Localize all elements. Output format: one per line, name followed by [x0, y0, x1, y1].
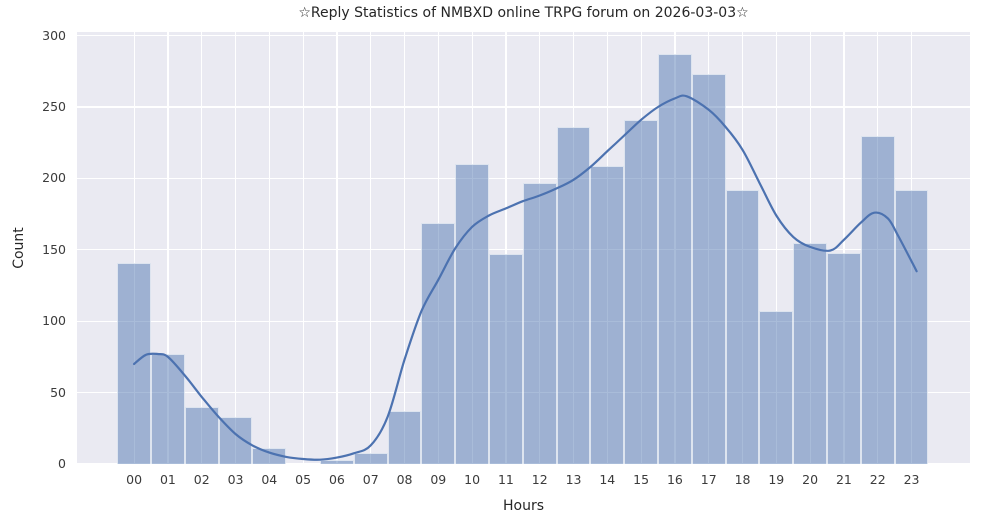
y-tick-label: 150: [42, 241, 66, 257]
histogram-bar: [522, 182, 557, 464]
chart-title: ☆Reply Statistics of NMBXD online TRPG f…: [298, 5, 749, 21]
x-tick-label: 08: [396, 472, 413, 487]
histogram-bar: [725, 189, 760, 464]
x-tick-label: 07: [362, 472, 379, 487]
x-tick-label: 21: [835, 472, 852, 487]
x-tick-label: 19: [768, 472, 785, 487]
histogram-bar: [658, 54, 692, 464]
vertical-gridline: [336, 32, 338, 464]
vertical-gridline: [234, 32, 237, 464]
x-tick-label: 17: [700, 472, 717, 487]
x-tick-label: 02: [193, 472, 210, 487]
histogram-bar: [590, 165, 625, 464]
x-tick-label: 10: [464, 472, 481, 487]
x-tick-label: 20: [802, 472, 819, 487]
histogram-bar: [691, 74, 726, 464]
vertical-gridline: [302, 32, 304, 464]
histogram-bar: [894, 189, 929, 464]
x-tick-label: 11: [497, 472, 514, 487]
y-tick-label: 200: [42, 170, 66, 186]
histogram-bar: [556, 126, 591, 464]
vertical-gridline: [403, 32, 406, 464]
x-tick-label: 13: [565, 472, 582, 487]
histogram-bar: [184, 406, 219, 464]
x-tick-label: 00: [126, 472, 143, 487]
histogram-bar: [624, 119, 659, 464]
x-tick-label: 03: [227, 472, 244, 487]
x-tick-label: 12: [531, 472, 548, 487]
horizontal-gridline: [77, 177, 970, 179]
x-tick-label: 14: [599, 472, 616, 487]
x-tick-label: 09: [430, 472, 447, 487]
vertical-gridline: [268, 32, 270, 464]
x-tick-label: 01: [159, 472, 176, 487]
histogram-bar: [218, 416, 253, 464]
x-tick-label: 18: [734, 472, 751, 487]
y-tick-label: 50: [50, 384, 66, 400]
histogram-bar: [320, 459, 354, 464]
histogram-bar: [387, 411, 422, 464]
y-tick-label: 250: [42, 98, 66, 114]
histogram-bar: [455, 164, 490, 464]
histogram-bar: [489, 254, 523, 464]
x-tick-label: 15: [633, 472, 650, 487]
y-tick-label: 100: [42, 313, 66, 329]
histogram-bar: [860, 135, 895, 464]
histogram-bar: [252, 448, 287, 464]
x-tick-label: 23: [903, 472, 920, 487]
horizontal-gridline: [77, 106, 970, 108]
horizontal-gridline: [77, 463, 970, 465]
histogram-bar: [827, 252, 861, 464]
x-tick-label: 16: [666, 472, 683, 487]
x-tick-label: 04: [261, 472, 278, 487]
x-tick-label: 05: [295, 472, 312, 487]
x-axis-label: Hours: [502, 498, 544, 514]
vertical-gridline: [201, 32, 203, 464]
histogram-bar: [793, 242, 828, 464]
x-tick-label: 22: [869, 472, 886, 487]
histogram-bar: [759, 311, 794, 464]
y-tick-label: 300: [42, 27, 66, 43]
horizontal-gridline: [77, 34, 970, 37]
histogram-bar: [421, 222, 456, 464]
x-tick-label: 06: [328, 472, 345, 487]
plot-area: [77, 32, 970, 465]
histogram-bar: [353, 452, 388, 464]
y-tick-label: 0: [58, 456, 66, 471]
histogram-bar: [117, 262, 152, 464]
vertical-gridline: [370, 32, 372, 464]
histogram-bar: [151, 354, 185, 464]
